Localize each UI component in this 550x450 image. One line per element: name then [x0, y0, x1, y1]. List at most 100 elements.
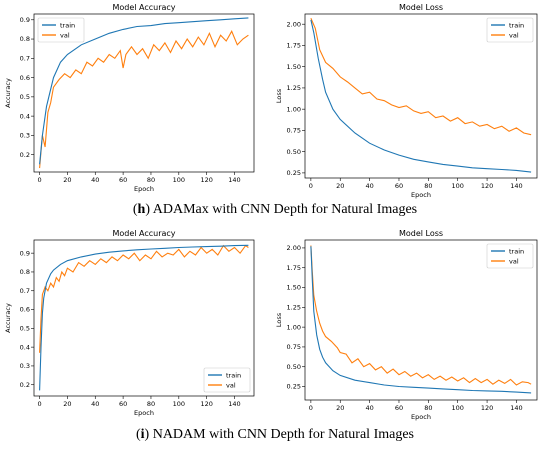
y-tick-label: 0.4 — [20, 343, 30, 351]
x-tick-label: 0 — [309, 182, 313, 190]
legend-label-train: train — [509, 247, 524, 255]
y-tick-label: 0.9 — [20, 16, 30, 24]
chart-loss-nadam: Model Loss 0 20 40 60 80 100 120 140 0.25 0.50 0.75… — [275, 229, 538, 421]
chart-loss-adamax: Model Loss 0 20 40 60 80 100 120 140 0.25 0.50 0.75… — [275, 3, 538, 199]
x-tick-label: 40 — [91, 176, 99, 184]
x-axis-label: Epoch — [411, 413, 431, 421]
plot-frame — [304, 13, 538, 179]
series-line-train — [39, 244, 249, 391]
y-tick-label: 0.9 — [20, 249, 30, 257]
y-tick-label: 0.7 — [20, 287, 30, 295]
x-tick-label: 80 — [147, 176, 155, 184]
series-line-train — [39, 17, 249, 165]
caption-h-text: ) ADAMax with CNN Depth for Natural Imag… — [145, 202, 418, 217]
series-line-val — [310, 245, 532, 386]
legend-label-train: train — [60, 21, 75, 29]
series-line-train — [310, 19, 532, 173]
x-tick-label: 40 — [365, 182, 373, 190]
legend-label-train: train — [509, 21, 524, 29]
x-tick-label: 80 — [424, 182, 432, 190]
x-tick-label: 20 — [336, 182, 344, 190]
y-tick-label: 0.75 — [287, 127, 301, 135]
x-axis-label: Epoch — [134, 185, 154, 193]
x-tick-label: 80 — [147, 400, 155, 408]
plot-frame — [304, 239, 538, 401]
y-tick-label: 1.25 — [287, 304, 301, 312]
y-tick-label: 0.2 — [20, 381, 30, 389]
x-tick-label: 20 — [63, 400, 71, 408]
x-tick-label: 100 — [451, 182, 463, 190]
x-axis-label: Epoch — [411, 191, 431, 199]
legend-label-val: val — [60, 31, 70, 39]
x-tick-label: 60 — [395, 182, 403, 190]
y-tick-label: 1.00 — [287, 105, 301, 113]
plot-frame — [33, 13, 255, 173]
x-tick-label: 60 — [395, 404, 403, 412]
series-line-val — [310, 17, 532, 136]
series-line-val — [39, 244, 249, 353]
y-tick-label: 0.75 — [287, 343, 301, 351]
caption-i-text: ) NADAM with CNN Depth for Natural Image… — [144, 427, 414, 442]
caption-h-open: ( — [132, 202, 138, 217]
legend-label-val: val — [509, 31, 519, 39]
y-tick-label: 0.5 — [20, 325, 30, 333]
x-tick-label: 100 — [173, 176, 185, 184]
y-tick-label: 0.50 — [287, 363, 301, 371]
y-tick-label: 0.2 — [20, 151, 30, 159]
x-tick-label: 40 — [91, 400, 99, 408]
y-axis-label: Loss — [275, 312, 283, 327]
x-tick-label: 0 — [309, 404, 313, 412]
x-tick-label: 140 — [510, 404, 522, 412]
x-tick-label: 100 — [451, 404, 463, 412]
chart-accuracy-adamax: Model Accuracy 0 20 40 60 80 100 120 140 0.2 0.3 0.… — [4, 3, 255, 193]
legend-label-train: train — [226, 371, 241, 379]
y-tick-label: 0.8 — [20, 268, 30, 276]
x-tick-label: 80 — [424, 404, 432, 412]
chart-title: Model Accuracy — [112, 229, 175, 238]
caption-h: (h) ADAMax with CNN Depth for Natural Im… — [0, 202, 550, 218]
x-tick-label: 100 — [173, 400, 185, 408]
x-tick-label: 120 — [200, 400, 212, 408]
x-tick-label: 60 — [119, 176, 127, 184]
x-tick-label: 20 — [63, 176, 71, 184]
caption-h-letter: h — [137, 202, 146, 217]
y-tick-label: 1.75 — [287, 42, 301, 50]
caption-i-letter: i — [140, 427, 145, 442]
x-tick-label: 140 — [228, 400, 240, 408]
x-tick-label: 120 — [481, 404, 493, 412]
y-tick-label: 1.75 — [287, 264, 301, 272]
x-tick-label: 120 — [200, 176, 212, 184]
legend-label-val: val — [509, 257, 519, 265]
legend-box — [203, 367, 251, 393]
x-tick-label: 140 — [228, 176, 240, 184]
y-tick-label: 0.8 — [20, 35, 30, 43]
x-tick-label: 40 — [365, 404, 373, 412]
series-line-val — [39, 30, 249, 169]
legend-label-val: val — [226, 381, 236, 389]
y-tick-label: 0.25 — [287, 383, 301, 391]
chart-title: Model Accuracy — [112, 3, 175, 12]
x-axis-label: Epoch — [134, 409, 154, 417]
y-axis-label: Accuracy — [4, 303, 12, 333]
y-tick-label: 1.50 — [287, 284, 301, 292]
y-axis-label: Accuracy — [4, 78, 12, 108]
chart-title: Model Loss — [399, 229, 443, 238]
y-tick-label: 0.6 — [20, 74, 30, 82]
y-tick-label: 0.4 — [20, 112, 30, 120]
caption-i: (i) NADAM with CNN Depth for Natural Ima… — [0, 427, 550, 443]
y-tick-label: 0.3 — [20, 362, 30, 370]
y-tick-label: 0.7 — [20, 55, 30, 63]
y-tick-label: 1.00 — [287, 323, 301, 331]
legend-box — [486, 243, 534, 269]
legend-box — [37, 17, 85, 43]
y-tick-label: 0.50 — [287, 148, 301, 156]
y-tick-label: 2.00 — [287, 244, 301, 252]
y-tick-label: 1.50 — [287, 63, 301, 71]
plot-frame — [33, 239, 255, 397]
y-tick-label: 0.3 — [20, 132, 30, 140]
chart-accuracy-nadam: Model Accuracy 0 20 40 60 80 100 120 140 0.2 0.3 0.… — [4, 229, 255, 417]
x-tick-label: 0 — [37, 176, 41, 184]
y-axis-label: Loss — [275, 88, 283, 103]
legend-box — [486, 17, 534, 43]
y-tick-label: 0.5 — [20, 93, 30, 101]
